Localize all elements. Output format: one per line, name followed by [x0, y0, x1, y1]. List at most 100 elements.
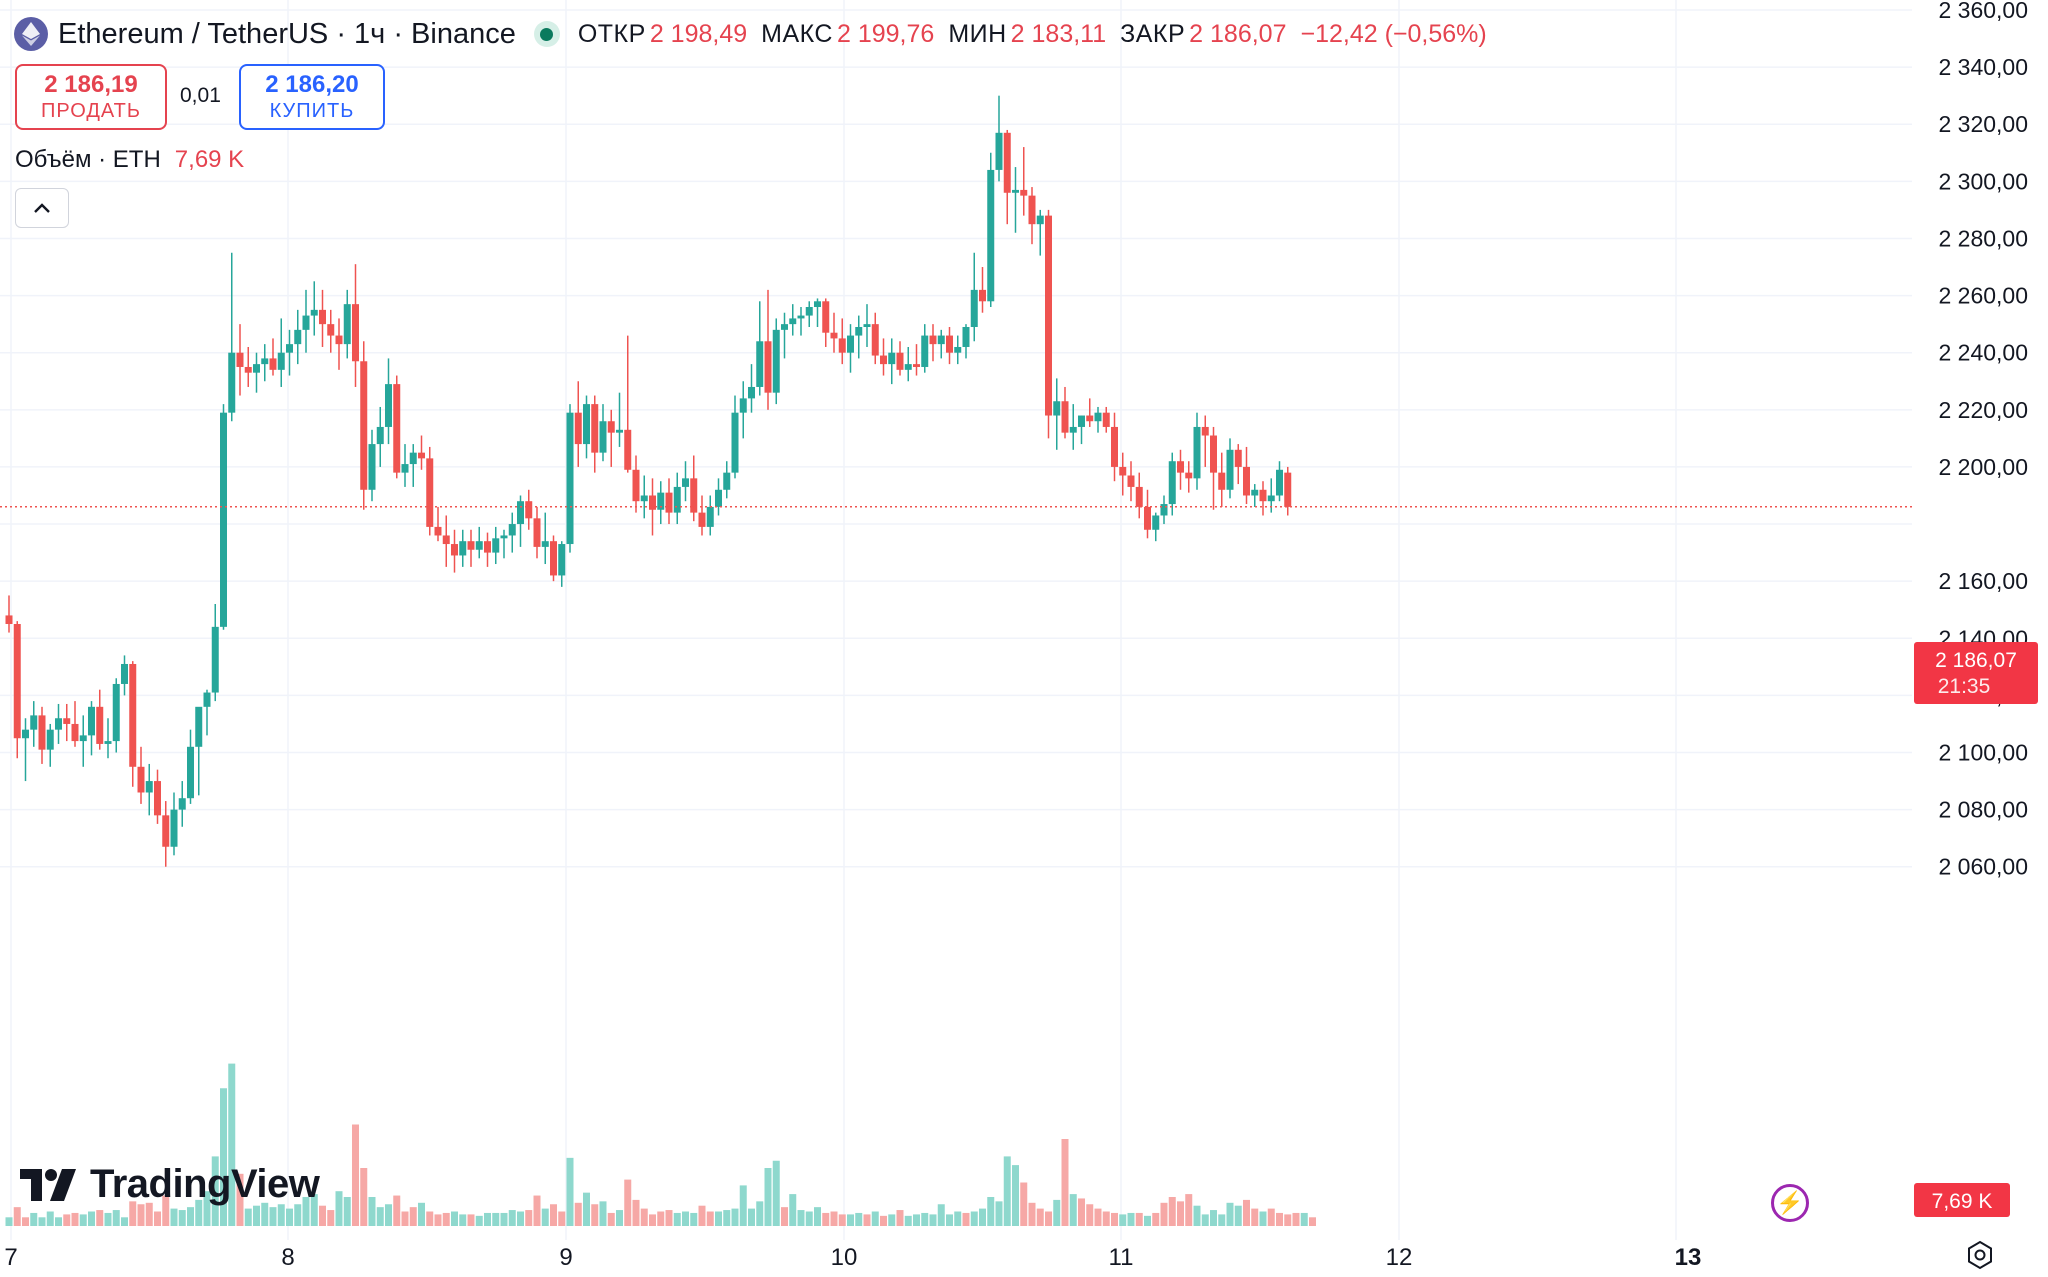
price-tick-label: 2 280,00 — [1938, 225, 2028, 251]
candle — [921, 324, 929, 373]
candle — [269, 338, 277, 376]
volume-bar — [1053, 1199, 1061, 1226]
volume-bar — [1119, 1214, 1127, 1226]
candle — [154, 769, 161, 824]
time-tick-label: 11 — [1109, 1244, 1134, 1271]
candle — [1036, 209, 1044, 256]
candle — [46, 723, 54, 767]
candle — [418, 435, 425, 470]
candle — [211, 604, 219, 702]
sell-price: 2 186,19 — [44, 71, 138, 98]
candle — [1135, 472, 1143, 519]
volume-bar — [1111, 1212, 1118, 1226]
candle — [929, 324, 937, 362]
collapse-legend-button[interactable] — [15, 188, 69, 228]
candle — [1102, 406, 1110, 433]
volume-bar — [946, 1214, 953, 1226]
candle — [1094, 406, 1102, 433]
volume-bar — [814, 1207, 821, 1226]
settings-icon[interactable] — [1965, 1240, 1995, 1270]
candle — [888, 338, 896, 385]
change-value: −12,42 (−0,56%) — [1300, 19, 1487, 48]
volume-bar — [995, 1201, 1003, 1226]
volume-bar — [731, 1208, 739, 1226]
volume-bar — [277, 1204, 285, 1226]
volume-bar — [1284, 1214, 1292, 1226]
volume-bar — [343, 1197, 351, 1226]
buy-button[interactable]: 2 186,20 КУПИТЬ — [239, 64, 385, 130]
candle — [1152, 512, 1160, 542]
candle — [376, 406, 384, 467]
volume-bar — [863, 1214, 871, 1226]
candle — [459, 529, 467, 567]
high-value: 2 199,76 — [836, 19, 935, 48]
price-axis[interactable]: 2 360,00 2 340,00 2 320,00 2 300,00 2 280,00… — [1938, 0, 2028, 880]
candle — [1226, 438, 1234, 499]
low-value: 2 183,11 — [1010, 19, 1107, 48]
tradingview-logo[interactable]: TradingView — [20, 1162, 320, 1207]
volume-bar — [706, 1211, 714, 1226]
candle — [1144, 489, 1151, 539]
time-axis[interactable]: 7 8 9 10 11 12 13 — [4, 1244, 1701, 1271]
candle — [409, 444, 417, 487]
ethereum-icon — [14, 17, 48, 51]
symbol-title[interactable]: Ethereum / TetherUS · 1ч · Binance — [58, 17, 516, 50]
candle — [310, 281, 318, 336]
volume-bar — [838, 1214, 846, 1226]
volume-bar — [1267, 1208, 1275, 1226]
volume-bar — [723, 1210, 731, 1226]
candle — [335, 318, 343, 370]
volume-bar — [170, 1208, 178, 1226]
candle — [121, 655, 128, 696]
volume-bar — [937, 1204, 945, 1226]
candle — [1127, 461, 1135, 502]
volume-legend[interactable]: Объём · ETH 7,69 K — [15, 146, 244, 174]
volume-bar — [1218, 1214, 1226, 1226]
volume-bar — [1210, 1210, 1217, 1226]
volume-bar — [409, 1207, 417, 1226]
close-value: 2 186,07 — [1189, 19, 1287, 48]
volume-bar — [484, 1212, 491, 1226]
candle — [558, 541, 566, 587]
volume-bar — [1061, 1139, 1069, 1226]
time-tick-label: 7 — [4, 1244, 17, 1271]
candle — [104, 718, 112, 759]
volume-bar — [500, 1212, 508, 1226]
time-tick-label: 8 — [281, 1244, 294, 1271]
candle — [434, 506, 442, 542]
volume-bar — [327, 1210, 335, 1226]
buy-price: 2 186,20 — [265, 71, 359, 98]
candle — [253, 352, 260, 393]
candle — [1160, 495, 1168, 525]
candle — [1284, 466, 1292, 516]
volume-bar — [401, 1211, 409, 1226]
candle — [1201, 415, 1209, 467]
volume-bar — [847, 1214, 854, 1226]
volume-bar — [96, 1210, 104, 1226]
candle — [352, 264, 359, 387]
candle — [327, 309, 335, 353]
candle — [896, 341, 904, 376]
volume-bar — [162, 1195, 170, 1226]
volume-bar — [913, 1214, 920, 1226]
volume-bars — [5, 1063, 1316, 1226]
volume-bar — [1144, 1215, 1151, 1226]
candle — [1012, 167, 1019, 233]
time-tick-label: 9 — [559, 1244, 572, 1271]
sell-button[interactable]: 2 186,19 ПРОДАТЬ — [15, 64, 167, 130]
volume-bar — [426, 1211, 434, 1226]
candle — [129, 661, 137, 787]
candle — [1028, 187, 1036, 245]
candle — [1185, 461, 1193, 493]
candle — [385, 358, 392, 445]
volume-bar — [591, 1204, 599, 1226]
open-label: ОТКР — [577, 19, 646, 48]
candle — [847, 324, 854, 373]
candle — [962, 324, 970, 359]
candle — [673, 472, 681, 525]
lightning-icon[interactable]: ⚡ — [1771, 1184, 1809, 1222]
volume-bar — [1160, 1202, 1168, 1226]
price-tick-label: 2 240,00 — [1938, 340, 2028, 366]
volume-bar — [855, 1212, 863, 1226]
